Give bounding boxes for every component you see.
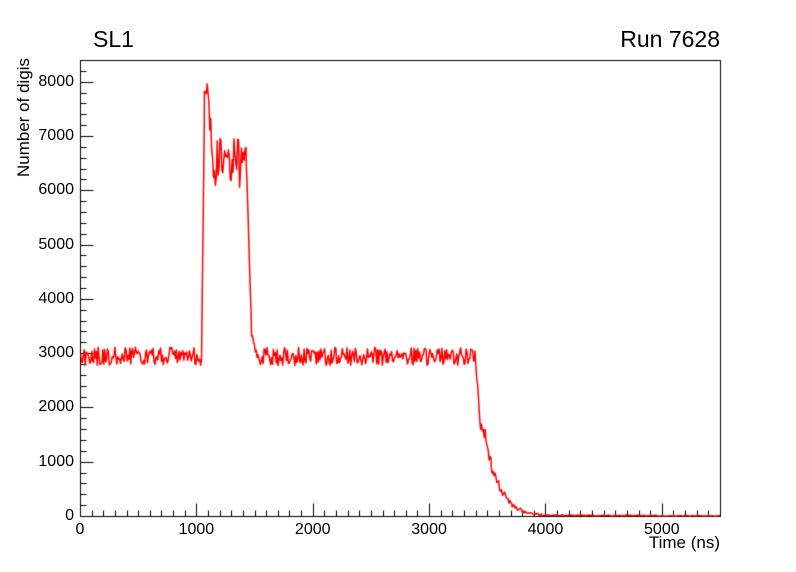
x-axis-title: Time (ns) bbox=[648, 533, 720, 552]
x-tick-label: 3000 bbox=[411, 521, 447, 538]
y-tick-label: 2000 bbox=[38, 398, 74, 416]
x-tick-label: 0 bbox=[75, 521, 85, 538]
y-tick-label: 0 bbox=[65, 507, 74, 524]
x-tick-label: 2000 bbox=[294, 521, 331, 538]
x-tick-label: 1000 bbox=[178, 521, 215, 538]
y-tick-label: 7000 bbox=[38, 127, 74, 144]
histogram-title: SL1 bbox=[93, 26, 134, 52]
y-tick-label: 6000 bbox=[38, 181, 74, 199]
y-tick-label: 5000 bbox=[38, 235, 74, 253]
y-tick-label: 3000 bbox=[38, 344, 74, 362]
x-tick-label: 4000 bbox=[527, 521, 564, 538]
y-tick-label: 1000 bbox=[38, 452, 74, 470]
x-tick-label: 5000 bbox=[644, 521, 680, 538]
run-number-annotation: Run 7628 bbox=[620, 26, 720, 52]
y-tick-label: 4000 bbox=[38, 289, 74, 307]
y-tick-label: 8000 bbox=[38, 72, 74, 90]
